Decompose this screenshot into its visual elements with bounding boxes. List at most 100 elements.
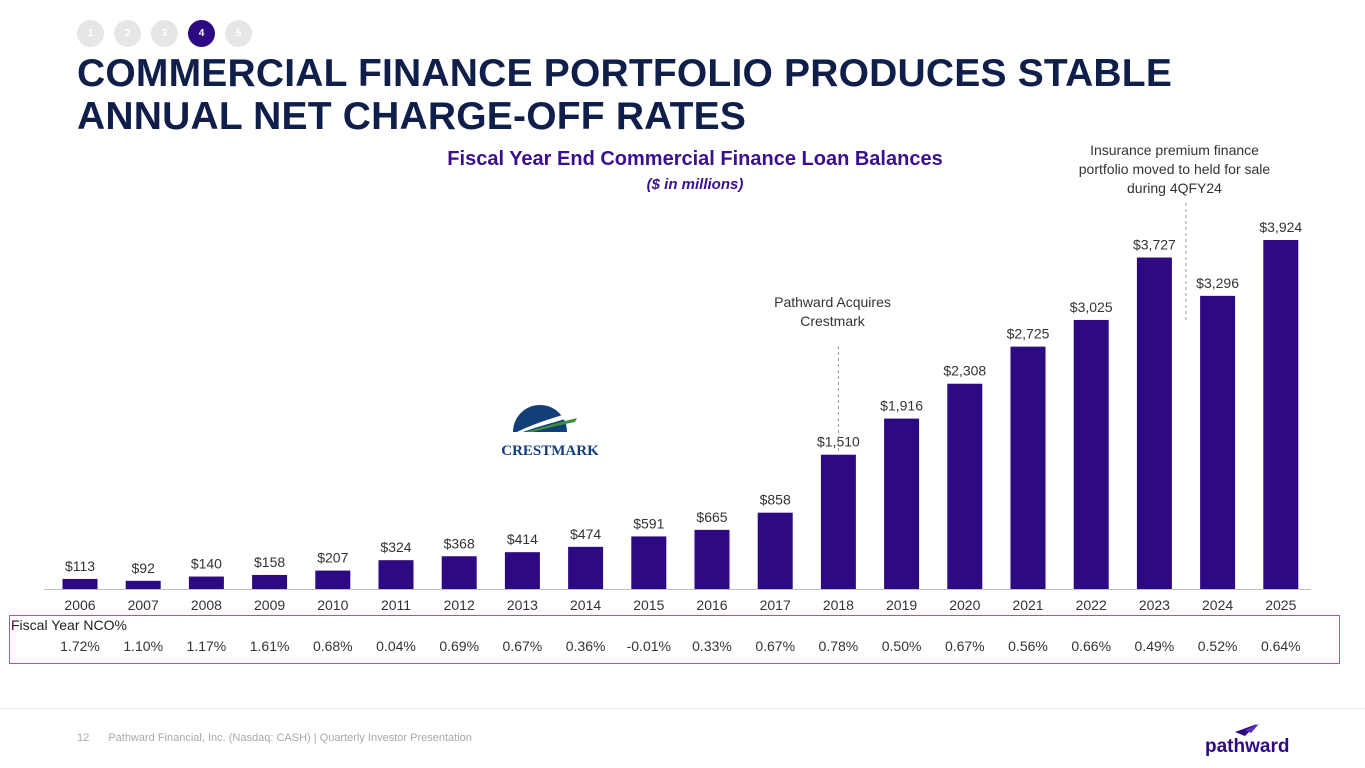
x-tick-label-2015: 2015 xyxy=(633,597,664,613)
bar-2022 xyxy=(1073,319,1109,589)
nco-rate-2021: 0.56% xyxy=(1008,638,1048,654)
nco-rate-2007: 1.10% xyxy=(123,638,163,654)
x-tick-label-2020: 2020 xyxy=(949,597,980,613)
x-tick-label-2022: 2022 xyxy=(1076,597,1107,613)
footer: 12 Pathward Financial, Inc. (Nasdaq: CAS… xyxy=(77,732,472,744)
x-tick-label-2017: 2017 xyxy=(760,597,791,613)
bar-2024 xyxy=(1200,295,1236,589)
bar-2011 xyxy=(378,560,414,589)
nco-rate-2020: 0.67% xyxy=(945,638,985,654)
bar-2015 xyxy=(631,536,667,589)
x-tick-label-2008: 2008 xyxy=(191,597,222,613)
nco-rate-2013: 0.67% xyxy=(503,638,543,654)
nco-rate-2008: 1.17% xyxy=(187,638,227,654)
value-label-2017: $858 xyxy=(760,492,791,508)
x-tick-label-2016: 2016 xyxy=(696,597,727,613)
bar-2014 xyxy=(568,546,604,589)
value-label-2013: $414 xyxy=(507,531,538,547)
bar-2007 xyxy=(125,580,161,589)
value-label-2006: $113 xyxy=(65,558,95,574)
nco-rate-2017: 0.67% xyxy=(755,638,795,654)
bar-2019 xyxy=(884,418,920,589)
value-label-2009: $158 xyxy=(254,554,285,570)
nco-rate-2016: 0.33% xyxy=(692,638,732,654)
value-label-2011: $324 xyxy=(380,539,411,555)
x-tick-label-2009: 2009 xyxy=(254,597,285,613)
crestmark-logo-text: CRESTMARK xyxy=(501,443,599,459)
nco-rate-2024: 0.52% xyxy=(1198,638,1238,654)
x-tick-label-2014: 2014 xyxy=(570,597,601,613)
x-tick-label-2013: 2013 xyxy=(507,597,538,613)
nav-step-4[interactable]: 4 xyxy=(188,20,215,47)
nav-step-1[interactable]: 1 xyxy=(77,20,104,47)
nav-step-2[interactable]: 2 xyxy=(114,20,141,47)
nco-row-label-text: Fiscal Year NCO% xyxy=(11,617,127,633)
footer-divider xyxy=(0,708,1365,709)
x-tick-label-2011: 2011 xyxy=(381,597,411,613)
nco-rate-2015: -0.01% xyxy=(627,638,671,654)
chart-subtitle: ($ in millions) xyxy=(646,176,744,193)
bar-2018 xyxy=(820,454,856,589)
bar-2012 xyxy=(441,556,477,589)
value-label-2025: $3,924 xyxy=(1259,219,1302,235)
value-label-2010: $207 xyxy=(317,550,348,566)
bar-2006 xyxy=(62,578,98,589)
nco-rate-2025: 0.64% xyxy=(1261,638,1301,654)
nco-highlight-box xyxy=(9,615,1340,664)
nco-rate-2012: 0.69% xyxy=(439,638,479,654)
chart-title: Fiscal Year End Commercial Finance Loan … xyxy=(447,148,943,170)
value-label-2008: $140 xyxy=(191,556,222,572)
x-tick-label-2018: 2018 xyxy=(823,597,854,613)
x-tick-label-2025: 2025 xyxy=(1265,597,1296,613)
value-label-2024: $3,296 xyxy=(1196,275,1239,291)
bar-2021 xyxy=(1010,346,1046,589)
page-number: 12 xyxy=(77,732,90,744)
nav-step-5[interactable]: 5 xyxy=(225,20,252,47)
x-tick-label-2023: 2023 xyxy=(1139,597,1170,613)
bar-2016 xyxy=(694,529,730,589)
nco-rate-2014: 0.36% xyxy=(566,638,606,654)
x-tick-label-2012: 2012 xyxy=(444,597,475,613)
bar-2017 xyxy=(757,512,793,589)
crestmark-acquisition-annotation: Pathward Acquires Crestmark xyxy=(774,294,891,329)
x-tick-label-2007: 2007 xyxy=(128,597,159,613)
bar-2008 xyxy=(188,576,224,589)
value-label-2007: $92 xyxy=(132,560,156,576)
bar-2010 xyxy=(315,570,351,589)
nco-rate-2019: 0.50% xyxy=(882,638,922,654)
nav-step-3[interactable]: 3 xyxy=(151,20,178,47)
nco-rate-2010: 0.68% xyxy=(313,638,353,654)
footer-text: Pathward Financial, Inc. (Nasdaq: CASH) … xyxy=(108,732,472,744)
pathward-logo: pathward xyxy=(1205,722,1295,763)
nco-rate-2018: 0.78% xyxy=(819,638,859,654)
pathward-logo-mark: pathward xyxy=(1205,724,1289,757)
value-label-2019: $1,916 xyxy=(880,398,923,414)
nco-rate-2011: 0.04% xyxy=(376,638,416,654)
x-tick-label-2021: 2021 xyxy=(1012,597,1043,613)
bar-2009 xyxy=(252,574,288,589)
x-tick-label-2006: 2006 xyxy=(64,597,95,613)
x-tick-label-2019: 2019 xyxy=(886,597,917,613)
nco-row-label: Fiscal Year NCO% xyxy=(11,616,127,635)
bar-2020 xyxy=(947,383,983,589)
page-title: COMMERCIAL FINANCE PORTFOLIO PRODUCES ST… xyxy=(77,52,1173,138)
x-tick-label-2024: 2024 xyxy=(1202,597,1233,613)
bar-2025 xyxy=(1263,240,1299,589)
value-label-2016: $665 xyxy=(696,509,727,525)
value-label-2014: $474 xyxy=(570,526,601,542)
x-tick-label-2010: 2010 xyxy=(317,597,348,613)
value-label-2015: $591 xyxy=(633,515,664,531)
value-label-2012: $368 xyxy=(444,535,475,551)
value-label-2020: $2,308 xyxy=(943,363,986,379)
value-label-2021: $2,725 xyxy=(1007,326,1050,342)
crestmark-logo: CRESTMARK xyxy=(495,398,605,465)
pathward-logo-text: pathward xyxy=(1205,736,1289,757)
bar-2013 xyxy=(504,552,540,589)
crestmark-emblem-icon: CRESTMARK xyxy=(501,405,599,459)
value-label-2022: $3,025 xyxy=(1070,299,1113,315)
nco-rate-2009: 1.61% xyxy=(250,638,290,654)
value-label-2018: $1,510 xyxy=(817,434,860,450)
nco-rate-2022: 0.66% xyxy=(1071,638,1111,654)
nco-rate-2023: 0.49% xyxy=(1135,638,1175,654)
